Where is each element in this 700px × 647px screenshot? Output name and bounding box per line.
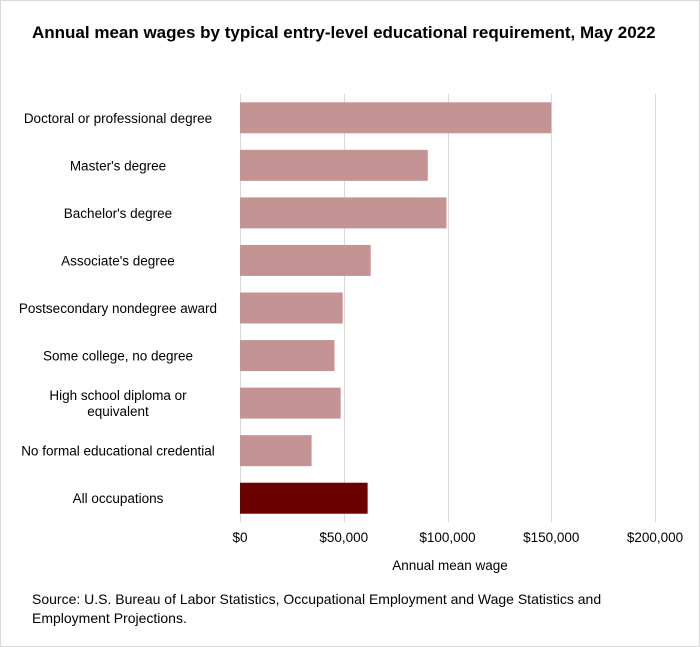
bar [240,387,341,419]
x-tick-labels: $0 $50,000 $100,000 $150,000 $200,000 [232,530,683,545]
category-labels: Doctoral or professional degree Master's … [19,111,217,506]
category-label: Some college, no degree [43,349,193,364]
bar [240,244,371,276]
category-label: Bachelor's degree [64,206,172,221]
bar [240,292,343,324]
bar [240,197,447,229]
bar [240,435,312,467]
bar [240,149,428,181]
category-label: Master's degree [70,158,166,173]
source-note: Source: U.S. Bureau of Labor Statistics,… [32,591,602,626]
chart-title: Annual mean wages by typical entry-level… [32,23,656,42]
category-label: Postsecondary nondegree award [19,301,217,316]
category-label: High school diploma or equivalent [49,388,187,419]
x-tick-label: $150,000 [523,530,579,545]
x-tick-label: $50,000 [319,530,368,545]
category-label: Doctoral or professional degree [24,111,212,126]
bar [240,482,368,514]
bar [240,340,335,372]
category-label: All occupations [73,491,164,506]
category-label: Associate's degree [61,253,175,268]
bar [240,102,552,134]
x-tick-label: $100,000 [419,530,475,545]
bars [240,102,552,514]
x-tick-label: $200,000 [627,530,683,545]
x-tick-label: $0 [232,530,247,545]
category-label: No formal educational credential [21,444,215,459]
x-axis-title: Annual mean wage [392,558,508,573]
